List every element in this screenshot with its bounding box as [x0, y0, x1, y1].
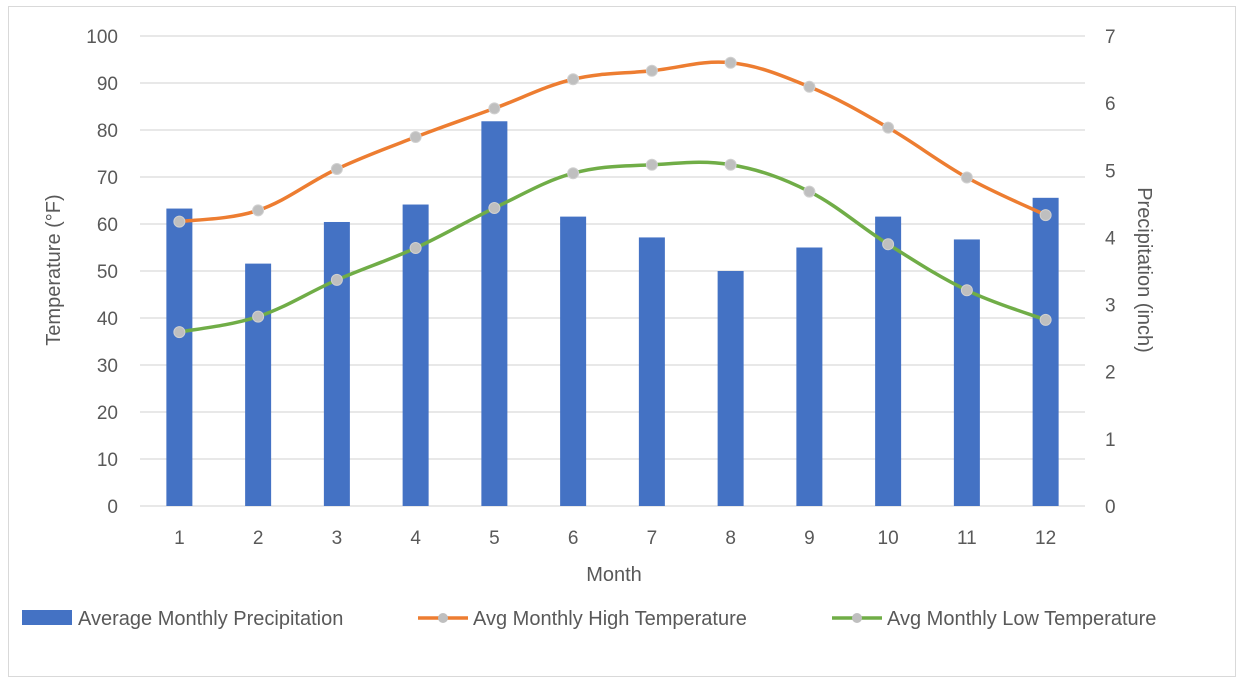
legend-item-precipitation: Average Monthly Precipitation — [22, 608, 343, 630]
precipitation-bar — [560, 216, 587, 506]
low-temperature-point — [330, 273, 343, 286]
right-axis-ticks: 0 1 2 3 4 5 6 7 — [1105, 27, 1116, 518]
left-tick-label: 100 — [86, 27, 118, 48]
high-temperature-point — [409, 131, 422, 144]
legend-swatch-precipitation — [22, 610, 72, 625]
left-tick-label: 60 — [97, 215, 118, 236]
low-temperature-point — [882, 238, 895, 251]
high-temperature-line — [179, 60, 1047, 224]
chart-frame — [8, 6, 1236, 677]
legend-marker-high-temperature — [438, 613, 448, 623]
high-temperature-point — [330, 163, 343, 176]
left-tick-label: 70 — [97, 168, 118, 189]
legend-label-low-temperature: Avg Monthly Low Temperature — [887, 608, 1156, 630]
legend-item-high-temperature: Avg Monthly High Temperature — [418, 608, 747, 630]
high-temperature-point — [960, 171, 973, 184]
right-tick-label: 4 — [1105, 228, 1116, 249]
low-temperature-point — [724, 158, 737, 171]
x-axis-ticks: 1 2 3 4 5 6 7 8 9 10 11 12 — [174, 528, 1056, 549]
x-tick-label: 9 — [804, 528, 815, 549]
precipitation-bar — [166, 208, 193, 507]
legend-marker-low-temperature — [852, 613, 862, 623]
precipitation-bar — [638, 237, 665, 506]
low-temperature-point — [645, 158, 658, 171]
left-axis-ticks: 0 10 20 30 40 50 60 70 80 90 100 — [86, 27, 118, 518]
legend-item-low-temperature: Avg Monthly Low Temperature — [832, 608, 1156, 630]
left-tick-label: 40 — [97, 309, 118, 330]
high-temperature-point — [488, 102, 501, 115]
x-tick-label: 3 — [332, 528, 343, 549]
precipitation-bar — [717, 271, 744, 506]
left-tick-label: 0 — [107, 497, 118, 518]
gridlines — [140, 35, 1085, 507]
high-temperature-point — [567, 73, 580, 86]
low-temperature-point — [1039, 313, 1052, 326]
left-axis-label: Temperature (°F) — [43, 194, 65, 345]
low-temperature-point — [488, 202, 501, 215]
right-tick-label: 3 — [1105, 296, 1116, 317]
legend: Average Monthly Precipitation Avg Monthl… — [22, 608, 1156, 630]
precipitation-bar — [953, 239, 980, 506]
left-tick-label: 30 — [97, 356, 118, 377]
right-tick-label: 1 — [1105, 430, 1116, 451]
precipitation-bar — [402, 204, 429, 506]
x-tick-label: 12 — [1035, 528, 1056, 549]
x-tick-label: 11 — [957, 528, 977, 549]
x-tick-label: 7 — [647, 528, 658, 549]
low-temperature-point — [409, 241, 422, 254]
low-temperature-point — [252, 310, 265, 323]
high-temperature-point — [645, 64, 658, 77]
precipitation-bars — [166, 121, 1059, 507]
precipitation-bar — [796, 247, 823, 506]
precipitation-bar — [323, 221, 350, 506]
low-temperature-point — [173, 326, 186, 339]
x-tick-label: 5 — [489, 528, 500, 549]
left-tick-label: 50 — [97, 262, 118, 283]
x-tick-label: 2 — [253, 528, 264, 549]
legend-label-precipitation: Average Monthly Precipitation — [78, 608, 343, 630]
low-temperature-point — [960, 284, 973, 297]
x-tick-label: 8 — [725, 528, 736, 549]
left-tick-label: 20 — [97, 403, 118, 424]
precipitation-bar — [245, 263, 272, 506]
high-temperature-point — [252, 204, 265, 217]
low-temperature-point — [803, 185, 816, 198]
x-tick-label: 6 — [568, 528, 579, 549]
precipitation-bar — [875, 216, 902, 506]
temperature-lines — [173, 56, 1052, 339]
low-temperature-line — [179, 160, 1047, 334]
precipitation-bar — [481, 121, 508, 507]
high-temperature-point — [1039, 209, 1052, 222]
high-temperature-point — [173, 215, 186, 228]
x-tick-label: 4 — [410, 528, 421, 549]
x-tick-label: 1 — [174, 528, 185, 549]
right-axis-label: Precipitation (inch) — [1133, 187, 1155, 353]
right-tick-label: 7 — [1105, 27, 1116, 48]
left-tick-label: 80 — [97, 121, 118, 142]
right-tick-label: 6 — [1105, 94, 1116, 115]
precipitation-bar — [1032, 197, 1059, 507]
left-tick-label: 90 — [97, 74, 118, 95]
high-temperature-point — [724, 56, 737, 69]
left-tick-label: 10 — [97, 450, 118, 471]
right-tick-label: 5 — [1105, 161, 1116, 182]
x-axis-label: Month — [586, 564, 642, 586]
high-temperature-point — [882, 121, 895, 134]
legend-label-high-temperature: Avg Monthly High Temperature — [473, 608, 747, 630]
low-temperature-point — [567, 167, 580, 180]
right-tick-label: 2 — [1105, 363, 1116, 384]
right-tick-label: 0 — [1105, 497, 1116, 518]
high-temperature-point — [803, 80, 816, 93]
x-tick-label: 10 — [878, 528, 899, 549]
